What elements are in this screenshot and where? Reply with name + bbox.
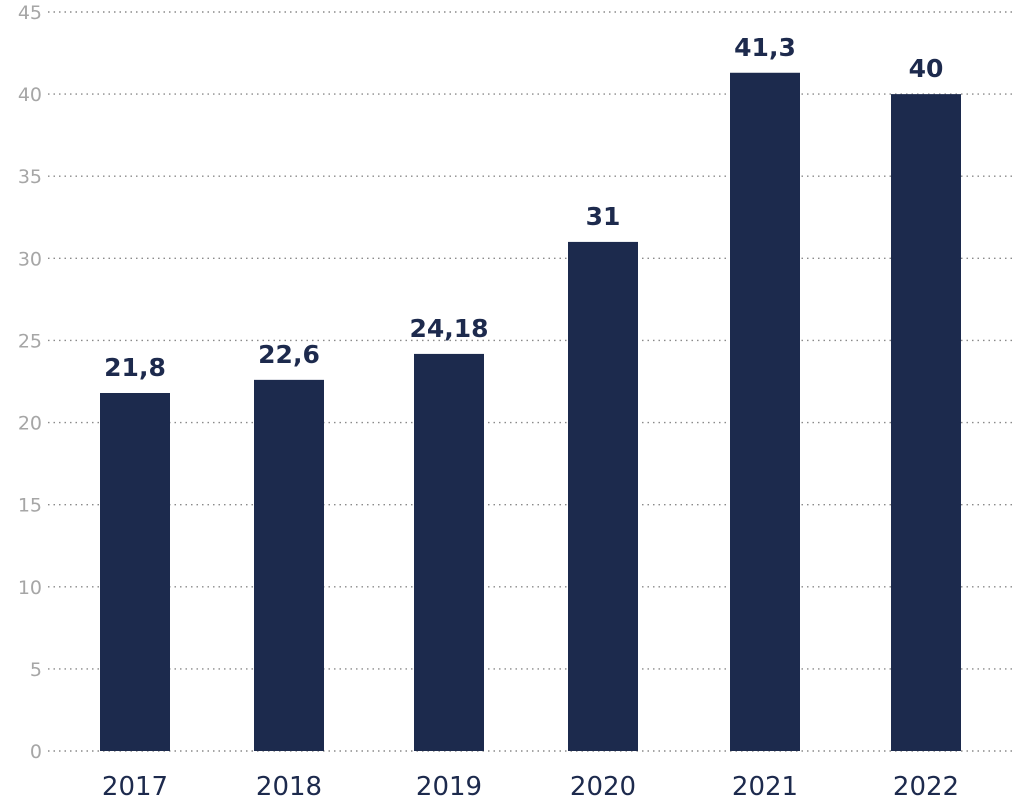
x-tick-label: 2017 [102, 772, 168, 800]
bar-value-label: 24,18 [409, 314, 488, 343]
y-tick-label: 10 [18, 577, 42, 599]
x-tick-label: 2022 [893, 772, 959, 800]
y-tick-label: 0 [30, 741, 42, 763]
y-tick-label: 30 [18, 248, 42, 270]
bar-2018 [254, 379, 324, 751]
bar-2021 [730, 72, 800, 752]
bar-value-label: 22,6 [258, 340, 320, 369]
x-tick-label: 2019 [416, 772, 482, 800]
x-tick-label: 2020 [570, 772, 636, 800]
y-tick-label: 35 [18, 166, 42, 188]
y-tick-label: 15 [18, 495, 42, 517]
y-axis-ticks: 0 5 10 15 20 25 30 35 40 45 [18, 2, 42, 763]
bar-value-label: 31 [586, 202, 621, 231]
bar-value-label: 21,8 [104, 353, 166, 382]
bar-value-label: 41,3 [734, 33, 796, 62]
bars [100, 72, 961, 752]
x-tick-label: 2018 [256, 772, 322, 800]
x-tick-label: 2021 [732, 772, 798, 800]
y-tick-label: 25 [18, 330, 42, 352]
bar-2020 [568, 241, 638, 751]
bar-2022 [891, 94, 961, 752]
bar-2019 [414, 353, 484, 751]
x-axis-ticks: 2017 2018 2019 2020 2021 2022 [102, 772, 959, 800]
bar-value-label: 40 [909, 54, 944, 83]
y-tick-label: 45 [18, 2, 42, 24]
bar-2017 [100, 392, 170, 751]
y-tick-label: 20 [18, 413, 42, 435]
y-tick-label: 5 [30, 659, 42, 681]
gridlines [48, 11, 1016, 752]
bar-value-labels: 21,8 22,6 24,18 31 41,3 40 [104, 33, 943, 382]
y-tick-label: 40 [18, 84, 42, 106]
